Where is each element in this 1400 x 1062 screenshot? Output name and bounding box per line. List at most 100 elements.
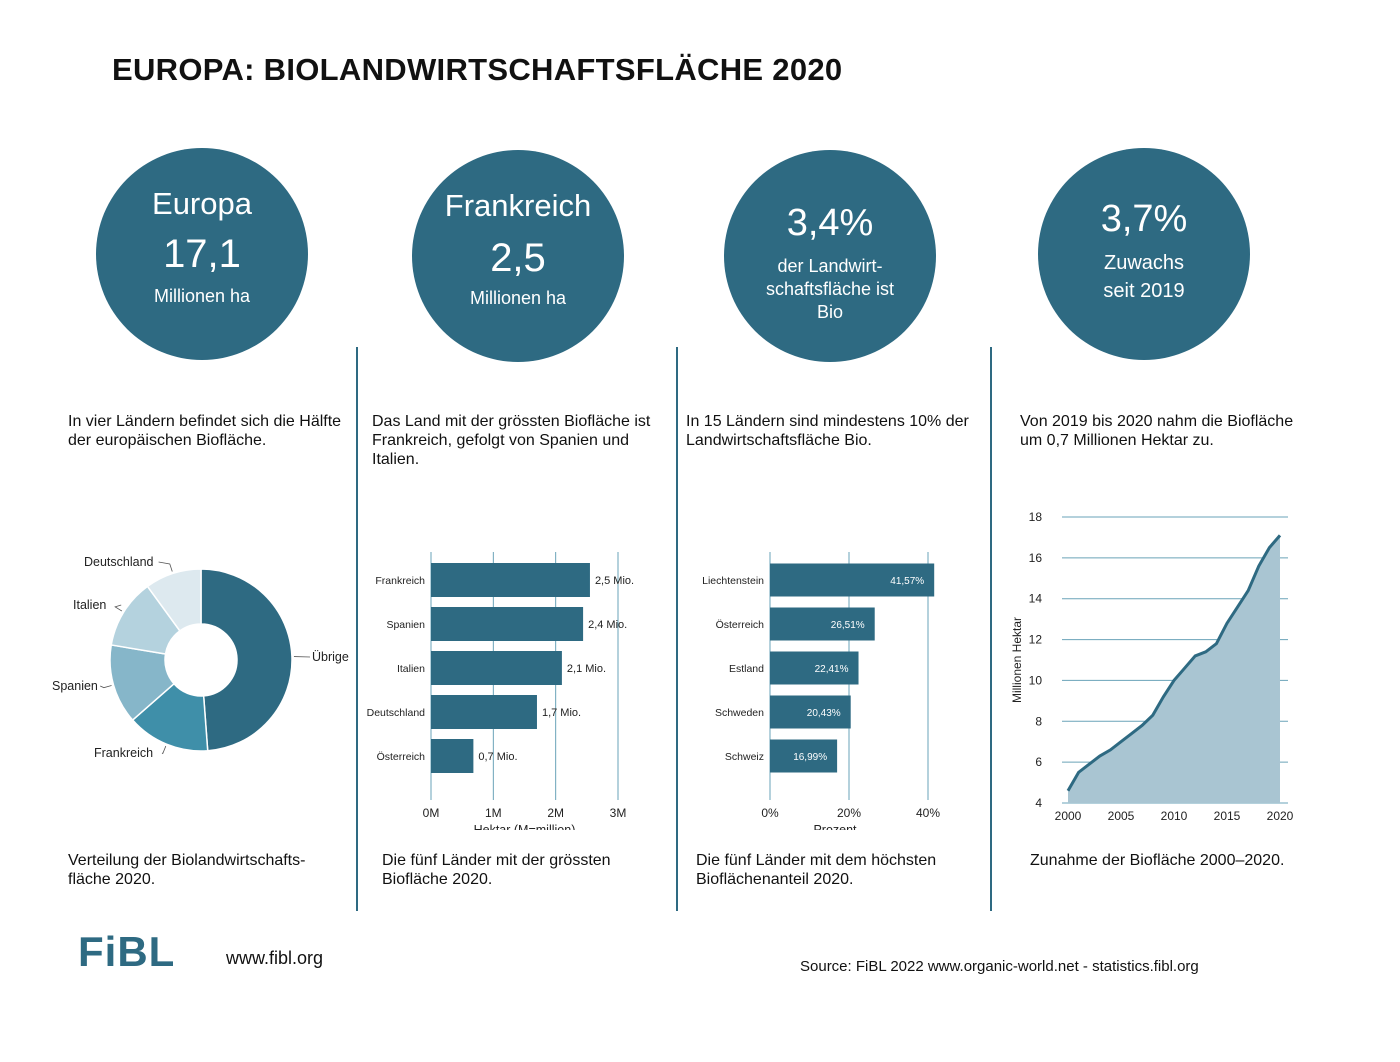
tick-label: 2M xyxy=(547,806,564,820)
stat-circle-growth: 3,7% Zuwachs seit 2019 xyxy=(1038,148,1250,360)
category-label: Deutschland xyxy=(367,707,426,719)
stat-circle-bio-share: 3,4% der Landwirt- schaftsfläche ist Bio xyxy=(724,150,936,362)
bar xyxy=(770,695,851,729)
donut-label: Italien xyxy=(73,598,106,612)
tick-label: 2020 xyxy=(1267,809,1294,823)
axis-label: Hektar (M=million) xyxy=(474,823,576,830)
axis-label: Millionen Hektar xyxy=(1010,617,1024,703)
bar xyxy=(431,651,562,685)
fibl-logo: FiBL xyxy=(78,928,176,975)
circle-text-2: seit 2019 xyxy=(1103,280,1185,302)
donut-label: Spanien xyxy=(52,679,98,693)
donut-slice xyxy=(200,568,293,752)
caption-4: Zunahme der Biofläche 2000–2020. xyxy=(1030,852,1285,869)
tick-label: 40% xyxy=(916,806,940,820)
category-label: Spanien xyxy=(386,619,425,631)
column-divider xyxy=(676,347,678,911)
tick-label: 20% xyxy=(837,806,861,820)
tick-label: 0M xyxy=(423,806,440,820)
circle-value: 17,1 xyxy=(163,232,241,276)
tick-label: 12 xyxy=(1029,633,1043,647)
circle-unit: Millionen ha xyxy=(469,288,567,308)
column-divider xyxy=(356,347,358,911)
circle-text-3: Bio xyxy=(816,302,843,322)
category-label: Österreich xyxy=(377,751,426,763)
area-chart: 4 6 8 10 12 14 16 18 2000 2005 2010 2015 2020 Million… xyxy=(1010,510,1294,823)
bar xyxy=(770,651,859,685)
tick-label: 8 xyxy=(1035,714,1042,728)
tick-label: 2005 xyxy=(1108,809,1135,823)
circle-label: Europa xyxy=(152,186,252,221)
description-2: Das Land mit der grössten Biofläche ist … xyxy=(372,413,651,468)
circle-text-1: Zuwachs xyxy=(1103,252,1185,274)
website-link[interactable]: www.fibl.org xyxy=(226,948,324,968)
data-label: 2,5 Mio. xyxy=(595,575,634,587)
tick-label: 3M xyxy=(610,806,627,820)
stat-circle-europa: Europa 17,1 Millionen ha xyxy=(96,148,308,360)
tick-label: 18 xyxy=(1029,510,1043,524)
category-label: Schweiz xyxy=(725,751,764,763)
leader-line xyxy=(158,561,173,572)
bar xyxy=(770,607,875,641)
circle-text-2: schaftsfläche ist xyxy=(765,279,895,299)
data-label: 0,7 Mio. xyxy=(478,751,517,763)
tick-label: 0% xyxy=(761,806,779,820)
axis-label: Prozent xyxy=(813,823,857,830)
area-line xyxy=(1066,534,1282,792)
data-label: 2,1 Mio. xyxy=(567,663,606,675)
circle-unit: Millionen ha xyxy=(153,286,251,306)
tick-label: 2015 xyxy=(1214,809,1241,823)
tick-label: 10 xyxy=(1029,673,1043,687)
category-label: Österreich xyxy=(716,619,765,631)
data-label: 1,7 Mio. xyxy=(542,707,581,719)
tick-label: 6 xyxy=(1035,755,1042,769)
circle-value: 2,5 xyxy=(490,236,546,280)
category-label: Schweden xyxy=(715,707,764,719)
category-label: Frankreich xyxy=(375,575,425,587)
donut-label: Deutschland xyxy=(84,555,154,569)
caption-2: Die fünf Länder mit der grössten Biofläc… xyxy=(382,852,611,888)
data-label: 41,57% xyxy=(890,576,924,587)
category-label: Estland xyxy=(729,663,764,675)
tick-label: 2000 xyxy=(1055,809,1082,823)
leader-line xyxy=(100,685,112,689)
stat-circle-frankreich: Frankreich 2,5 Millionen ha xyxy=(412,150,624,362)
bar xyxy=(431,563,590,597)
caption-3: Die fünf Länder mit dem höchsten Biofläc… xyxy=(696,852,937,888)
circle-text-1: der Landwirt- xyxy=(777,256,883,276)
data-label: 22,41% xyxy=(815,664,849,675)
description-3: In 15 Ländern sind mindestens 10% der La… xyxy=(686,413,969,449)
area-fill xyxy=(1068,535,1280,803)
page-title: EUROPA: BIOLANDWIRTSCHAFTSFLÄCHE 2020 xyxy=(112,52,843,87)
column-divider xyxy=(990,347,992,911)
bar xyxy=(770,563,935,597)
bar xyxy=(431,607,584,641)
bar xyxy=(431,695,537,729)
data-label: 26,51% xyxy=(831,620,865,631)
donut-slice xyxy=(146,568,202,632)
data-label: 20,43% xyxy=(807,708,841,719)
tick-label: 1M xyxy=(485,806,502,820)
tick-label: 4 xyxy=(1035,796,1042,810)
category-label: Italien xyxy=(397,663,425,675)
circle-label: Frankreich xyxy=(444,188,592,223)
circle-value: 3,7% xyxy=(1100,198,1188,240)
donut-label: Frankreich xyxy=(94,746,153,760)
circle-value: 3,4% xyxy=(786,202,874,244)
bar xyxy=(431,739,474,773)
hectare-bar-chart: 0M 1M 2M 3M Frankreich 2,5 Mio. Spanien 2,4 Mio… xyxy=(367,552,634,830)
source-note: Source: FiBL 2022 www.organic-world.net … xyxy=(800,958,1199,975)
percent-bar-chart: 0% 20% 40% Liechtenstein 41,57% Österreich 26,… xyxy=(702,552,940,830)
tick-label: 14 xyxy=(1029,592,1043,606)
data-label: 2,4 Mio. xyxy=(588,619,627,631)
leader-line xyxy=(161,745,167,755)
description-1: In vier Ländern befindet sich die Hälfte… xyxy=(68,413,342,449)
category-label: Liechtenstein xyxy=(702,575,764,587)
caption-1: Verteilung der Biolandwirtschafts-fläche… xyxy=(68,852,306,888)
tick-label: 16 xyxy=(1029,551,1043,565)
donut-chart: Übrige Frankreich Spanien Italien Deutschlan… xyxy=(52,555,349,760)
leader-line xyxy=(114,604,123,612)
description-4: Von 2019 bis 2020 nahm die Biofläche um … xyxy=(1020,413,1294,449)
data-label: 16,99% xyxy=(793,752,827,763)
tick-label: 2010 xyxy=(1161,809,1188,823)
